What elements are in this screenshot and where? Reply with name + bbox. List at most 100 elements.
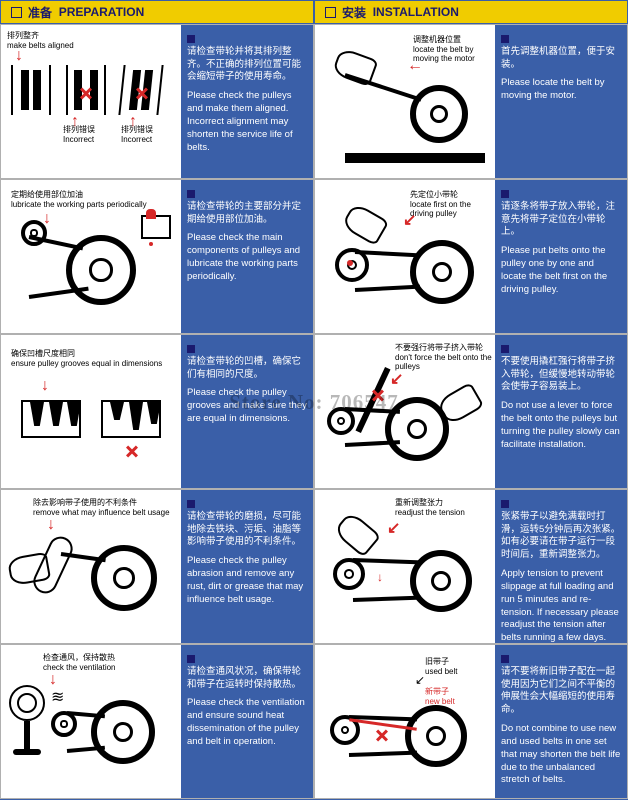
illustration: 不要强行将带子挤入带轮don't force the belt onto the…	[315, 335, 495, 488]
square-icon	[11, 7, 22, 18]
content-grid: 排列整齐make belts aligned ↓	[0, 24, 628, 799]
caption: 排列错误Incorrect	[63, 125, 95, 144]
desc-en: Please check the pulley grooves and make…	[187, 387, 307, 425]
header-prep-en: PREPARATION	[59, 5, 145, 19]
groove-icon	[101, 400, 161, 438]
desc-cn: 请检查通风状况，确保带轮和带子在运转时保持散热。	[187, 666, 307, 692]
illustration: 调整机器位置locate the belt by moving the moto…	[315, 25, 495, 178]
description: 请检查带轮的磨损，尽可能地除去铁块、污垢、油脂等影响带子使用的不利条件。 Ple…	[181, 490, 313, 643]
panel-prep-2: 定期给使用部位加油lubricate the working parts per…	[0, 179, 314, 334]
arrow-icon: ↓	[15, 47, 23, 65]
caption: 除去影响带子使用的不利条件remove what may influence b…	[33, 498, 170, 517]
hand-icon	[333, 510, 382, 557]
caption: 检查通风，保持散热check the ventilation	[43, 653, 116, 672]
caption: 排列错误Incorrect	[121, 125, 153, 144]
arrow-icon: ↙	[387, 518, 400, 538]
content-row: 排列整齐make belts aligned ↓	[0, 24, 628, 179]
desc-cn: 首先调整机器位置，便于安装。	[501, 46, 621, 72]
description: 请检查通风状况，确保带轮和带子在运转时保持散热。 Please check th…	[181, 645, 313, 798]
illustration: 旧带子used belt 新带子new belt ↙ ↙	[315, 645, 495, 798]
panel-inst-3: 不要强行将带子挤入带轮don't force the belt onto the…	[314, 334, 628, 489]
bullet-icon	[187, 190, 195, 198]
arrow-icon: ←	[407, 57, 423, 75]
description: 不要使用撬杠强行将带子挤入带轮，但缓慢地转动带轮会使带子容易装上。 Do not…	[495, 335, 627, 488]
content-row: 确保凹槽尺度相同ensure pulley grooves equal in d…	[0, 334, 628, 489]
pulley-icon	[91, 545, 157, 611]
panel-prep-3: 确保凹槽尺度相同ensure pulley grooves equal in d…	[0, 334, 314, 489]
pulley-icon	[385, 397, 449, 461]
arrow-icon: ↓	[47, 516, 55, 534]
base-icon	[345, 153, 485, 163]
square-icon	[325, 7, 336, 18]
description: 张紧带子以避免满载时打滑，运转5分钟后再次张紧。如有必要请在带子运行一段时间后，…	[495, 490, 627, 643]
wind-icon: ≋	[51, 687, 64, 707]
illustration: 除去影响带子使用的不利条件remove what may influence b…	[1, 490, 181, 643]
bullet-icon	[187, 500, 195, 508]
panel-prep-1: 排列整齐make belts aligned ↓	[0, 24, 314, 179]
caption: 调整机器位置locate the belt by moving the moto…	[413, 35, 495, 64]
bullet-icon	[501, 190, 509, 198]
pulley-icon	[91, 700, 155, 764]
desc-en: Apply tension to prevent slippage at ful…	[501, 568, 621, 645]
arrow-icon: ↑	[129, 113, 137, 131]
panel-inst-5: 旧带子used belt 新带子new belt ↙ ↙ 请不要将新旧带子配在一…	[314, 644, 628, 799]
belt-icon	[344, 73, 421, 102]
belt-icon	[355, 285, 420, 292]
pulley-sketch	[11, 65, 51, 115]
caption: 新带子new belt	[425, 687, 455, 706]
illustration: 先定位小带轮locate first on the driving pulley…	[315, 180, 495, 333]
caption: 先定位小带轮locate first on the driving pulley	[410, 190, 495, 219]
content-row: 检查通风，保持散热check the ventilation ↓ ≋ 请检查通风…	[0, 644, 628, 799]
fan-icon	[9, 685, 45, 721]
fan-base-icon	[13, 749, 41, 755]
description: 首先调整机器位置，便于安装。 Please locate the belt by…	[495, 25, 627, 178]
hand-icon	[341, 202, 390, 246]
caption: 确保凹槽尺度相同ensure pulley grooves equal in d…	[11, 349, 162, 368]
drop-icon	[149, 242, 153, 246]
belt-icon	[349, 751, 417, 757]
illustration: 排列整齐make belts aligned ↓	[1, 25, 181, 178]
desc-cn: 请检查带轮的凹槽，确保它们有相同的尺度。	[187, 356, 307, 382]
bullet-icon	[187, 35, 195, 43]
desc-en: Please check the ventilation and ensure …	[187, 697, 307, 748]
illustration: 检查通风，保持散热check the ventilation ↓ ≋	[1, 645, 181, 798]
description: 请检查带轮的主要部分并定期给使用部位加油。 Please check the m…	[181, 180, 313, 333]
small-pulley-icon	[333, 558, 365, 590]
desc-cn: 张紧带子以避免满载时打滑，运转5分钟后再次张紧。如有必要请在带子运行一段时间后，…	[501, 511, 621, 562]
fan-stand-icon	[24, 721, 30, 751]
panel-inst-4: 重新调整张力readjust the tension ↙ ↓ 张紧带子以避免满载…	[314, 489, 628, 644]
header-prep-cn: 准备	[28, 4, 52, 21]
header-row: 准备 PREPARATION 安装 INSTALLATION	[0, 0, 628, 24]
desc-cn: 不要使用撬杠强行将带子挤入带轮，但缓慢地转动带轮会使带子容易装上。	[501, 356, 621, 394]
desc-cn: 请检查带轮的主要部分并定期给使用部位加油。	[187, 201, 307, 227]
pulley-icon	[405, 705, 467, 767]
panel-prep-5: 检查通风，保持散热check the ventilation ↓ ≋ 请检查通风…	[0, 644, 314, 799]
desc-en: Please locate the belt by moving the mot…	[501, 77, 621, 103]
illustration: 重新调整张力readjust the tension ↙ ↓	[315, 490, 495, 643]
desc-en: Please check the main components of pull…	[187, 232, 307, 283]
bullet-icon	[501, 655, 509, 663]
caption: 不要强行将带子挤入带轮don't force the belt onto the…	[395, 343, 495, 372]
x-mark-icon	[125, 443, 139, 457]
desc-cn: 请检查带轮并将其排列整齐。不正确的排列位置可能会缩短带子的使用寿命。	[187, 46, 307, 84]
description: 请检查带轮的凹槽，确保它们有相同的尺度。 Please check the pu…	[181, 335, 313, 488]
content-row: 定期给使用部位加油lubricate the working parts per…	[0, 179, 628, 334]
bullet-icon	[187, 655, 195, 663]
description: 请逐条将带子放入带轮，注意先将带子定位在小带轮上。 Please put bel…	[495, 180, 627, 333]
dot-icon	[347, 260, 353, 266]
desc-cn: 请不要将新旧带子配在一起使用因为它们之间不平衡的伸展性会大幅缩短的使用寿命。	[501, 666, 621, 717]
belt-icon	[353, 596, 421, 602]
content-row: 除去影响带子使用的不利条件remove what may influence b…	[0, 489, 628, 644]
desc-en: Do not combine to use new and used belts…	[501, 723, 621, 787]
arrow-icon: ↙	[403, 210, 416, 230]
belt-icon	[353, 558, 421, 564]
arrow-icon: ↓	[41, 377, 49, 395]
caption: 旧带子used belt	[425, 657, 457, 676]
panel-prep-4: 除去影响带子使用的不利条件remove what may influence b…	[0, 489, 314, 644]
x-mark-icon	[375, 727, 389, 741]
header-preparation: 准备 PREPARATION	[0, 0, 314, 24]
description: 请不要将新旧带子配在一起使用因为它们之间不平衡的伸展性会大幅缩短的使用寿命。 D…	[495, 645, 627, 798]
header-inst-en: INSTALLATION	[373, 5, 459, 19]
x-mark-icon	[79, 85, 93, 99]
bullet-icon	[187, 345, 195, 353]
